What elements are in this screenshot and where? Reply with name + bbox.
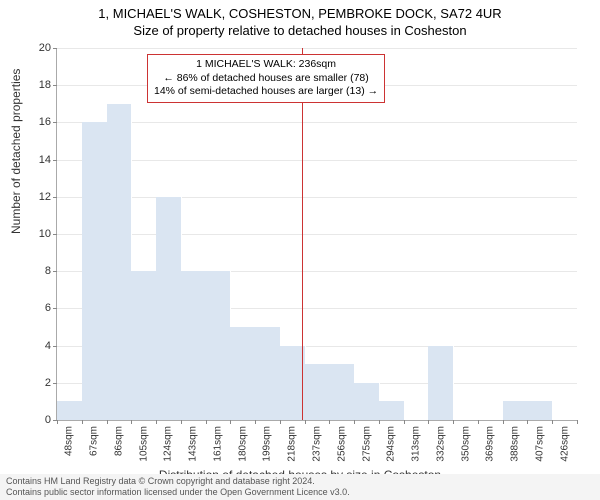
x-tick-label: 332sqm	[435, 426, 446, 462]
annotation-line2: ← 86% of detached houses are smaller (78…	[154, 72, 378, 86]
marker-line	[302, 48, 303, 420]
chart-container: 1, MICHAEL'S WALK, COSHESTON, PEMBROKE D…	[0, 0, 600, 500]
histogram-bar	[379, 401, 405, 420]
x-tick-label: 369sqm	[485, 426, 496, 462]
histogram-bar	[230, 327, 256, 420]
x-tick-label: 275sqm	[361, 426, 372, 462]
x-tick-label: 426sqm	[559, 426, 570, 462]
gridline-h	[57, 160, 577, 161]
x-tick-mark	[428, 420, 429, 424]
x-tick-label: 294sqm	[386, 426, 397, 462]
histogram-bar	[503, 401, 529, 420]
x-tick-mark	[552, 420, 553, 424]
x-tick-mark	[82, 420, 83, 424]
chart-title-subtitle: Size of property relative to detached ho…	[0, 21, 600, 38]
x-tick-label: 161sqm	[212, 426, 223, 462]
y-tick-mark	[53, 85, 57, 86]
y-tick-mark	[53, 383, 57, 384]
annotation-line1: 1 MICHAEL'S WALK: 236sqm	[154, 58, 378, 72]
y-tick-label: 20	[39, 42, 51, 54]
footer-attribution: Contains HM Land Registry data © Crown c…	[0, 474, 600, 500]
x-tick-mark	[156, 420, 157, 424]
x-tick-mark	[305, 420, 306, 424]
y-tick-mark	[53, 308, 57, 309]
x-tick-mark	[379, 420, 380, 424]
y-tick-label: 18	[39, 79, 51, 91]
histogram-bar	[428, 346, 454, 420]
x-tick-mark	[255, 420, 256, 424]
y-tick-mark	[53, 160, 57, 161]
histogram-bar	[206, 271, 232, 420]
x-tick-label: 48sqm	[64, 426, 75, 456]
y-axis-label: Number of detached properties	[9, 69, 23, 234]
x-tick-mark	[453, 420, 454, 424]
y-tick-mark	[53, 48, 57, 49]
y-tick-label: 8	[45, 265, 51, 277]
x-tick-label: 256sqm	[336, 426, 347, 462]
chart-title-address: 1, MICHAEL'S WALK, COSHESTON, PEMBROKE D…	[0, 0, 600, 21]
y-tick-label: 0	[45, 414, 51, 426]
gridline-h	[57, 122, 577, 123]
x-tick-mark	[577, 420, 578, 424]
histogram-bar	[329, 364, 355, 420]
x-tick-mark	[181, 420, 182, 424]
x-tick-label: 313sqm	[411, 426, 422, 462]
y-tick-mark	[53, 197, 57, 198]
x-tick-mark	[230, 420, 231, 424]
annotation-box: 1 MICHAEL'S WALK: 236sqm ← 86% of detach…	[147, 54, 385, 103]
x-tick-label: 388sqm	[510, 426, 521, 462]
x-tick-label: 218sqm	[287, 426, 298, 462]
y-tick-label: 14	[39, 154, 51, 166]
histogram-bar	[527, 401, 553, 420]
x-tick-mark	[354, 420, 355, 424]
x-tick-mark	[131, 420, 132, 424]
y-tick-label: 6	[45, 302, 51, 314]
histogram-bar	[156, 197, 182, 420]
histogram-bar	[57, 401, 83, 420]
histogram-bar	[131, 271, 157, 420]
x-tick-mark	[280, 420, 281, 424]
x-tick-mark	[206, 420, 207, 424]
x-tick-label: 67sqm	[89, 426, 100, 456]
x-tick-mark	[57, 420, 58, 424]
histogram-bar	[107, 104, 133, 420]
gridline-h	[57, 197, 577, 198]
x-tick-label: 407sqm	[534, 426, 545, 462]
histogram-bar	[354, 383, 380, 420]
x-tick-mark	[478, 420, 479, 424]
x-tick-mark	[107, 420, 108, 424]
x-tick-label: 180sqm	[237, 426, 248, 462]
x-tick-label: 143sqm	[188, 426, 199, 462]
y-tick-label: 2	[45, 377, 51, 389]
histogram-bar	[255, 327, 281, 420]
y-tick-mark	[53, 271, 57, 272]
x-tick-label: 237sqm	[312, 426, 323, 462]
x-tick-mark	[527, 420, 528, 424]
y-tick-label: 4	[45, 340, 51, 352]
y-tick-label: 16	[39, 116, 51, 128]
y-tick-mark	[53, 234, 57, 235]
x-tick-label: 199sqm	[262, 426, 273, 462]
y-tick-label: 12	[39, 191, 51, 203]
histogram-bar	[82, 122, 108, 420]
y-tick-label: 10	[39, 228, 51, 240]
footer-line2: Contains public sector information licen…	[6, 487, 594, 498]
gridline-h	[57, 234, 577, 235]
histogram-bar	[181, 271, 207, 420]
plot-area: 0246810121416182048sqm67sqm86sqm105sqm12…	[56, 48, 577, 421]
x-tick-mark	[503, 420, 504, 424]
y-tick-mark	[53, 346, 57, 347]
y-tick-mark	[53, 122, 57, 123]
x-tick-mark	[404, 420, 405, 424]
annotation-line3: 14% of semi-detached houses are larger (…	[154, 85, 378, 99]
x-tick-label: 105sqm	[138, 426, 149, 462]
gridline-h	[57, 48, 577, 49]
histogram-bar	[305, 364, 331, 420]
footer-line1: Contains HM Land Registry data © Crown c…	[6, 476, 594, 487]
x-tick-label: 350sqm	[460, 426, 471, 462]
x-tick-label: 124sqm	[163, 426, 174, 462]
x-tick-label: 86sqm	[113, 426, 124, 456]
x-tick-mark	[329, 420, 330, 424]
